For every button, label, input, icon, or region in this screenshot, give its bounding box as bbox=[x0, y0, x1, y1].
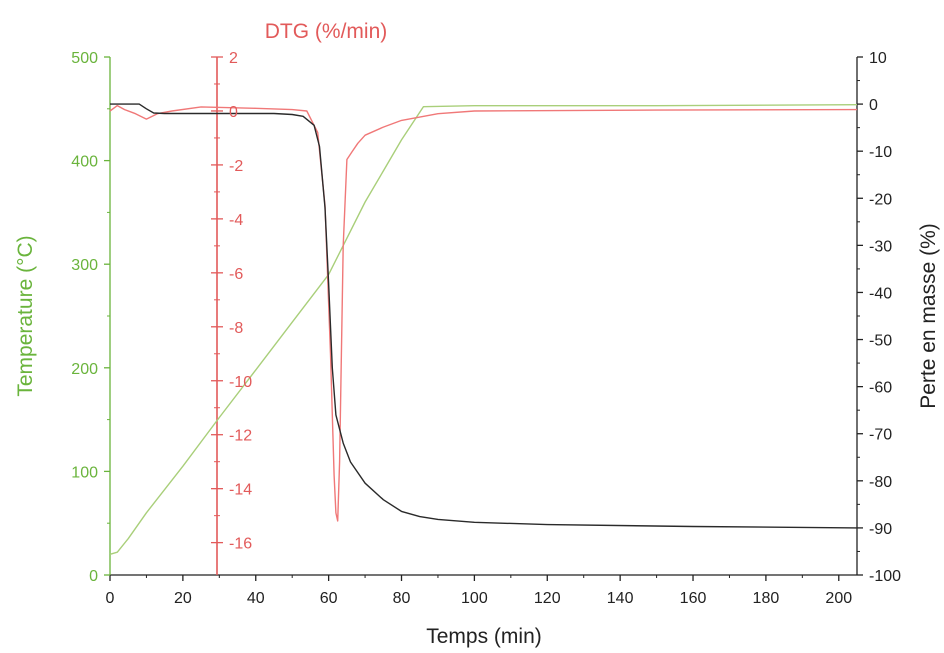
dtg-axis-title: DTG (%/min) bbox=[265, 20, 388, 43]
x-tick-label: 0 bbox=[106, 590, 115, 607]
dtg-tick-label: -16 bbox=[229, 536, 252, 553]
x-tick-label: 180 bbox=[753, 590, 780, 607]
mass-tick-label: -20 bbox=[869, 191, 892, 208]
mass-tick-label: -70 bbox=[869, 427, 892, 444]
dtg-tick-label: -14 bbox=[229, 482, 252, 499]
mass-tick-label: -10 bbox=[869, 144, 892, 161]
dtg-tick-label: 0 bbox=[229, 104, 238, 121]
dtg-tick-label: -8 bbox=[229, 320, 243, 337]
x-tick-label: 40 bbox=[247, 590, 265, 607]
temperature-tick-label: 200 bbox=[71, 361, 98, 378]
mass-tick-label: 10 bbox=[869, 50, 887, 67]
dtg-series-line bbox=[109, 104, 858, 522]
mass-tick-label: -30 bbox=[869, 238, 892, 255]
temperature-axis-title: Temperature (°C) bbox=[14, 235, 37, 396]
x-tick-label: 60 bbox=[320, 590, 338, 607]
x-tick-label: 100 bbox=[461, 590, 488, 607]
x-tick-label: 140 bbox=[607, 590, 634, 607]
mass-tick-label: -60 bbox=[869, 380, 892, 397]
x-tick-label: 20 bbox=[174, 590, 192, 607]
dtg-tick-label: 2 bbox=[229, 50, 238, 67]
mass-loss-series-line bbox=[110, 103, 858, 529]
dtg-tick-label: -2 bbox=[229, 158, 243, 175]
mass-tick-label: -40 bbox=[869, 285, 892, 302]
x-axis-title: Temps (min) bbox=[426, 625, 542, 648]
dtg-tick-label: -4 bbox=[229, 212, 243, 229]
temperature-tick-label: 300 bbox=[71, 257, 98, 274]
temperature-tick-label: 0 bbox=[89, 568, 98, 585]
x-tick-label: 80 bbox=[393, 590, 411, 607]
mass-tick-label: -100 bbox=[869, 568, 901, 585]
x-tick-label: 160 bbox=[680, 590, 707, 607]
temperature-tick-label: 100 bbox=[71, 464, 98, 481]
dtg-tick-label: -10 bbox=[229, 374, 252, 391]
temperature-tick-label: 400 bbox=[71, 154, 98, 171]
x-tick-label: 200 bbox=[825, 590, 852, 607]
mass-tick-label: -80 bbox=[869, 474, 892, 491]
mass-tick-label: 0 bbox=[869, 97, 878, 114]
mass-tick-label: -90 bbox=[869, 521, 892, 538]
temperature-tick-label: 500 bbox=[71, 50, 98, 67]
mass-axis-title: Perte en masse (%) bbox=[917, 223, 940, 409]
dtg-tick-label: -6 bbox=[229, 266, 243, 283]
mass-tick-label: -50 bbox=[869, 333, 892, 350]
dtg-tick-label: -12 bbox=[229, 428, 252, 445]
temperature-series-line bbox=[109, 104, 858, 555]
x-tick-label: 120 bbox=[534, 590, 561, 607]
